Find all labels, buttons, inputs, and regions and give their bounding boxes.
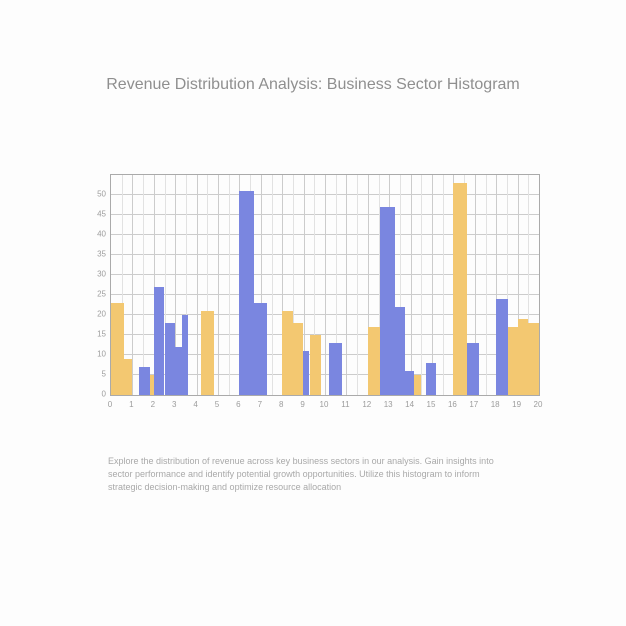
bar-yellow (518, 319, 529, 395)
bar-blue (496, 299, 508, 395)
bar-blue (303, 351, 309, 395)
bar-yellow (111, 303, 124, 395)
bar-yellow (293, 323, 303, 395)
y-tick-label: 45 (88, 210, 106, 219)
gridline-v (218, 175, 219, 395)
x-tick-label: 12 (359, 400, 375, 409)
gridline-v (197, 175, 198, 395)
gridline-v (132, 175, 133, 395)
chart: 0510152025303540455001234567891011121314… (96, 174, 540, 411)
x-tick-label: 13 (380, 400, 396, 409)
x-tick-label: 6 (230, 400, 246, 409)
x-tick-label: 7 (252, 400, 268, 409)
y-tick-label: 20 (88, 310, 106, 319)
bar-yellow (310, 335, 321, 395)
x-tick-label: 16 (444, 400, 460, 409)
page: Revenue Distribution Analysis: Business … (0, 0, 626, 626)
gridline-v-minor (229, 175, 230, 395)
plot-area (110, 174, 540, 396)
x-tick-label: 4 (188, 400, 204, 409)
y-tick-label: 35 (88, 250, 106, 259)
x-tick-label: 17 (466, 400, 482, 409)
x-tick-label: 20 (530, 400, 546, 409)
x-tick-label: 11 (337, 400, 353, 409)
gridline-v-minor (143, 175, 144, 395)
bar-yellow (124, 359, 133, 395)
bar-yellow (201, 311, 214, 395)
gridline-v (346, 175, 347, 395)
bar-blue (426, 363, 437, 395)
x-tick-label: 3 (166, 400, 182, 409)
x-tick-label: 14 (402, 400, 418, 409)
y-tick-label: 50 (88, 190, 106, 199)
x-tick-label: 0 (102, 400, 118, 409)
chart-description: Explore the distribution of revenue acro… (108, 455, 513, 494)
x-tick-label: 9 (295, 400, 311, 409)
gridline-v-minor (486, 175, 487, 395)
y-tick-label: 10 (88, 350, 106, 359)
x-tick-label: 19 (509, 400, 525, 409)
y-tick-label: 40 (88, 230, 106, 239)
bar-yellow (528, 323, 539, 395)
bar-blue (380, 207, 395, 395)
bar-yellow (508, 327, 518, 395)
bar-blue (239, 191, 254, 395)
bar-blue (165, 323, 176, 395)
bar-blue (395, 307, 406, 395)
y-tick-label: 25 (88, 290, 106, 299)
x-tick-label: 15 (423, 400, 439, 409)
gridline-v-minor (357, 175, 358, 395)
x-tick-label: 18 (487, 400, 503, 409)
gridline-v (325, 175, 326, 395)
gridline-v (411, 175, 412, 395)
bar-blue (329, 343, 342, 395)
bar-yellow (282, 311, 293, 395)
bar-blue (182, 315, 188, 395)
bar-blue (405, 371, 414, 395)
x-tick-label: 8 (273, 400, 289, 409)
bar-yellow (453, 183, 467, 395)
x-tick-label: 2 (145, 400, 161, 409)
bar-blue (139, 367, 150, 395)
chart-title: Revenue Distribution Analysis: Business … (0, 76, 626, 94)
y-tick-label: 15 (88, 330, 106, 339)
gridline-v (432, 175, 433, 395)
bar-blue (254, 303, 267, 395)
gridline-v-minor (443, 175, 444, 395)
bar-yellow (414, 375, 421, 395)
x-tick-label: 5 (209, 400, 225, 409)
x-tick-label: 1 (123, 400, 139, 409)
gridline-v-minor (421, 175, 422, 395)
y-tick-label: 5 (88, 370, 106, 379)
bar-yellow (368, 327, 380, 395)
x-tick-label: 10 (316, 400, 332, 409)
y-tick-label: 0 (88, 390, 106, 399)
bar-blue (467, 343, 479, 395)
bar-blue (154, 287, 165, 395)
y-tick-label: 30 (88, 270, 106, 279)
gridline-v-minor (272, 175, 273, 395)
